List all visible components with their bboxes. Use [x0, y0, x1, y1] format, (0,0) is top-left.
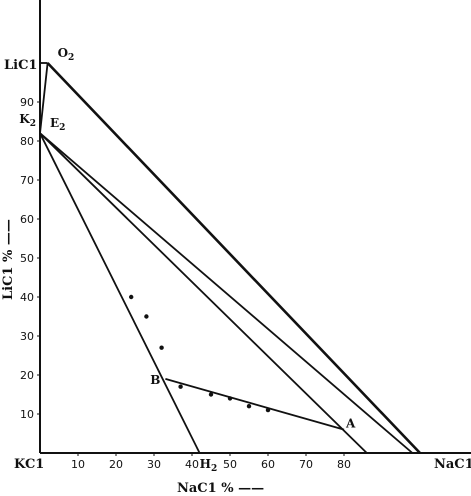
boundary-line: [39, 132, 413, 454]
point-label: O2: [58, 46, 75, 63]
point-label: B: [150, 373, 160, 387]
x-tick-label: 40: [185, 458, 199, 471]
y-tick-label: 10: [20, 408, 34, 421]
x-axis-label: NaC1 % ——: [177, 481, 264, 496]
y-axis-label: LiC1 % ——: [1, 219, 16, 300]
y-tick-label: 60: [20, 213, 34, 226]
marked-point: [129, 294, 134, 300]
corner-label-x-end: NaC1: [434, 457, 471, 472]
marked-point: [227, 396, 233, 401]
point-label: K2: [19, 112, 36, 129]
marked-point: [159, 345, 164, 350]
x-tick-label: 30: [147, 458, 161, 471]
corner-label-y-end: LiC1: [4, 58, 37, 73]
y-tick-label: 90: [20, 96, 34, 109]
marked-point: [208, 392, 214, 397]
marked-point: [246, 404, 252, 409]
x-tick-label: 70: [299, 458, 313, 471]
y-tick-label: 80: [20, 135, 34, 148]
point-labels: O2 K2 E2 B A H2: [19, 46, 356, 474]
y-tick-labels: 10 20 30 40 50 60 70 80 90: [20, 96, 40, 421]
marked-point: [265, 407, 271, 413]
x-tick-label: 50: [223, 458, 237, 471]
point-label: E2: [50, 116, 65, 133]
y-tick-label: 70: [20, 174, 34, 187]
y-tick-label: 40: [20, 291, 34, 304]
x-tick-label: 20: [109, 458, 123, 471]
marked-point: [144, 314, 149, 319]
x-tick-labels: 10 20 30 40 50 60 70 80: [71, 453, 351, 471]
x-tick-label: 10: [71, 458, 85, 471]
y-tick-label: 20: [20, 369, 34, 382]
boundary-line: [39, 132, 201, 454]
axes: [39, 0, 471, 454]
phase-boundary-lines: [39, 62, 421, 454]
boundary-line: [46, 62, 421, 454]
point-label: A: [345, 417, 356, 431]
boundary-line: [39, 62, 49, 134]
marked-point: [178, 384, 183, 389]
y-tick-label: 50: [20, 252, 34, 265]
x-tick-label: 60: [261, 458, 275, 471]
boundary-line: [165, 378, 345, 431]
y-tick-label: 30: [20, 330, 34, 343]
boundary-line: [39, 132, 368, 454]
marked-points: [129, 294, 271, 413]
x-tick-label: 80: [337, 458, 351, 471]
point-label: H2: [200, 457, 218, 474]
corner-label-origin: KC1: [14, 457, 44, 472]
